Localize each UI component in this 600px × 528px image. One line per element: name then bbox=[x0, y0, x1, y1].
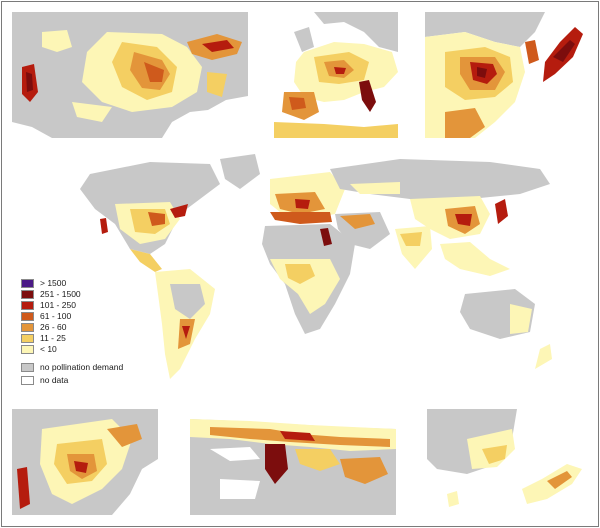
legend-item: 251 - 1500 bbox=[21, 289, 181, 300]
legend-item-no-data: no data bbox=[21, 374, 181, 387]
north-america-inset[interactable] bbox=[12, 12, 248, 138]
legend-swatch bbox=[21, 279, 34, 288]
legend-item: 101 - 250 bbox=[21, 300, 181, 311]
middle-east-inset[interactable] bbox=[190, 409, 396, 515]
legend-label: 251 - 1500 bbox=[40, 289, 81, 299]
legend-swatch bbox=[21, 376, 34, 385]
legend-label: no data bbox=[40, 375, 69, 385]
greenland bbox=[220, 154, 260, 189]
legend-label: 61 - 100 bbox=[40, 311, 72, 321]
legend-item: 11 - 25 bbox=[21, 333, 181, 344]
legend-swatch bbox=[21, 334, 34, 343]
map-legend: > 1500 251 - 1500 101 - 250 61 - 100 26 … bbox=[21, 278, 181, 387]
legend-label: 101 - 250 bbox=[40, 300, 76, 310]
legend-item-no-demand: no pollination demand bbox=[21, 361, 181, 374]
japan bbox=[495, 199, 508, 224]
legend-swatch bbox=[21, 323, 34, 332]
legend-item: > 1500 bbox=[21, 278, 181, 289]
world-map[interactable] bbox=[70, 154, 570, 389]
legend-label: < 10 bbox=[40, 344, 57, 354]
new-zealand bbox=[535, 344, 552, 369]
south-america-inset[interactable] bbox=[12, 409, 158, 515]
australia-nz-inset[interactable] bbox=[427, 409, 587, 515]
legend-item: < 10 bbox=[21, 344, 181, 355]
europe-inset[interactable] bbox=[274, 12, 398, 138]
legend-item: 61 - 100 bbox=[21, 311, 181, 322]
legend-item: 26 - 60 bbox=[21, 322, 181, 333]
legend-swatch bbox=[21, 345, 34, 354]
legend-label: no pollination demand bbox=[40, 362, 124, 372]
legend-label: 11 - 25 bbox=[40, 333, 66, 343]
legend-label: 26 - 60 bbox=[40, 322, 67, 332]
legend-label: > 1500 bbox=[40, 278, 67, 288]
legend-swatch bbox=[21, 312, 34, 321]
east-asia-inset[interactable] bbox=[425, 12, 587, 138]
legend-swatch bbox=[21, 290, 34, 299]
legend-swatch bbox=[21, 363, 34, 372]
legend-swatch bbox=[21, 301, 34, 310]
